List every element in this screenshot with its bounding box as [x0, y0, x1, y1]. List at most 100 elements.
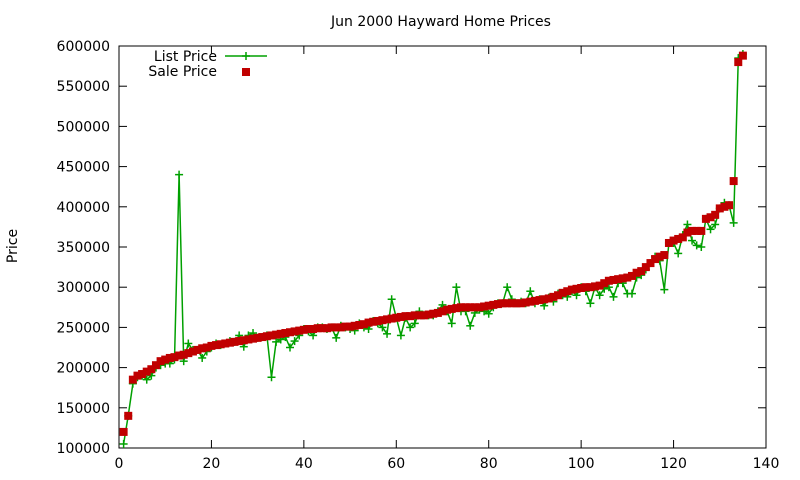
data-point-sale-price: [540, 295, 549, 304]
data-point-sale-price: [452, 304, 461, 313]
data-point-sale-price: [147, 365, 156, 374]
data-point-sale-price: [701, 214, 710, 223]
data-point-sale-price: [188, 347, 197, 356]
x-tick-label: 140: [753, 456, 780, 472]
data-point-sale-price: [230, 337, 239, 346]
data-point-sale-price: [369, 317, 378, 326]
data-point-sale-price: [554, 291, 563, 300]
data-point-sale-price: [262, 332, 271, 341]
data-point-sale-price: [216, 340, 225, 349]
data-point-sale-price: [350, 321, 359, 330]
data-point-sale-price: [433, 308, 442, 317]
x-tick-label: 80: [480, 456, 498, 472]
data-point-sale-price: [577, 284, 586, 293]
data-point-sale-price: [295, 326, 304, 335]
data-point-sale-price: [664, 238, 673, 247]
data-point-sale-price: [392, 313, 401, 322]
data-point-sale-price: [239, 336, 248, 345]
y-tick-label: 250000: [57, 320, 110, 336]
data-point-sale-price: [530, 296, 539, 305]
x-tick-label: 60: [387, 456, 405, 472]
data-point-sale-price: [364, 318, 373, 327]
data-point-sale-price: [697, 226, 706, 235]
legend-marker-list-price: [242, 52, 250, 60]
data-point-sale-price: [165, 353, 174, 362]
data-point-sale-price: [202, 343, 211, 352]
data-point-sale-price: [138, 370, 147, 379]
data-point-sale-price: [420, 311, 429, 320]
data-point-sale-price: [507, 299, 516, 308]
data-point-sale-price: [581, 283, 590, 292]
data-point-sale-price: [623, 273, 632, 282]
data-point-sale-price: [498, 299, 507, 308]
data-point-sale-price: [438, 307, 447, 316]
y-tick-label: 500000: [57, 119, 110, 135]
data-point-sale-price: [378, 316, 387, 325]
data-point-sale-price: [461, 303, 470, 312]
data-point-sale-price: [466, 303, 475, 312]
data-point-sale-price: [678, 233, 687, 242]
data-point-sale-price: [660, 251, 669, 260]
data-point-sale-price: [456, 303, 465, 312]
data-point-sale-price: [272, 330, 281, 339]
data-point-sale-price: [586, 283, 595, 292]
data-point-sale-price: [170, 353, 179, 362]
data-point-sale-price: [119, 427, 128, 436]
data-point-sale-price: [503, 299, 512, 308]
data-point-sale-price: [373, 316, 382, 325]
data-point-sale-price: [618, 274, 627, 283]
legend-label-sale-price: Sale Price: [148, 64, 217, 80]
data-point-sale-price: [614, 275, 623, 284]
data-point-sale-price: [725, 201, 734, 210]
x-tick-label: 120: [660, 456, 687, 472]
data-point-sale-price: [591, 282, 600, 291]
data-point-sale-price: [179, 350, 188, 359]
data-point-sale-price: [406, 312, 415, 321]
data-point-sale-price: [669, 236, 678, 245]
series-layer: [119, 50, 747, 448]
data-point-sale-price: [290, 327, 299, 336]
data-point-sale-price: [336, 323, 345, 332]
series-sale-price: [119, 51, 747, 436]
y-axis-label: Price: [5, 229, 21, 263]
data-point-sale-price: [651, 255, 660, 264]
y-tick-label: 200000: [57, 361, 110, 377]
data-point-sale-price: [715, 204, 724, 213]
y-tick-label: 550000: [57, 79, 110, 95]
data-point-sale-price: [175, 351, 184, 360]
data-point-sale-price: [646, 259, 655, 268]
data-point-sale-price: [304, 325, 313, 334]
chart-title: Jun 2000 Hayward Home Prices: [330, 14, 551, 30]
data-point-sale-price: [341, 322, 350, 331]
data-point-sale-price: [738, 51, 747, 60]
data-point-sale-price: [383, 315, 392, 324]
data-point-sale-price: [563, 287, 572, 296]
data-point-sale-price: [480, 302, 489, 311]
data-point-sale-price: [729, 177, 738, 186]
data-point-sale-price: [641, 263, 650, 272]
data-point-sale-price: [401, 312, 410, 321]
data-point-sale-price: [249, 334, 258, 343]
data-point-sale-price: [521, 298, 530, 307]
data-point-sale-price: [221, 339, 230, 348]
data-point-sale-price: [161, 355, 170, 364]
x-tick-label: 100: [568, 456, 595, 472]
legend-label-list-price: List Price: [154, 49, 217, 65]
data-point-sale-price: [124, 411, 133, 420]
data-point-sale-price: [281, 329, 290, 338]
y-tick-label: 300000: [57, 280, 110, 296]
data-point-sale-price: [637, 267, 646, 276]
data-point-sale-price: [683, 228, 692, 237]
data-point-sale-price: [429, 309, 438, 318]
data-point-sale-price: [156, 357, 165, 366]
data-point-sale-price: [720, 202, 729, 211]
data-point-sale-price: [692, 226, 701, 235]
data-point-sale-price: [443, 305, 452, 314]
series-list-price: [119, 50, 747, 448]
legend: List Price Sale Price: [148, 49, 267, 80]
data-point-sale-price: [253, 333, 262, 342]
data-point-sale-price: [609, 275, 618, 284]
data-point-sale-price: [600, 279, 609, 288]
data-point-sale-price: [535, 296, 544, 305]
data-point-sale-price: [267, 331, 276, 340]
